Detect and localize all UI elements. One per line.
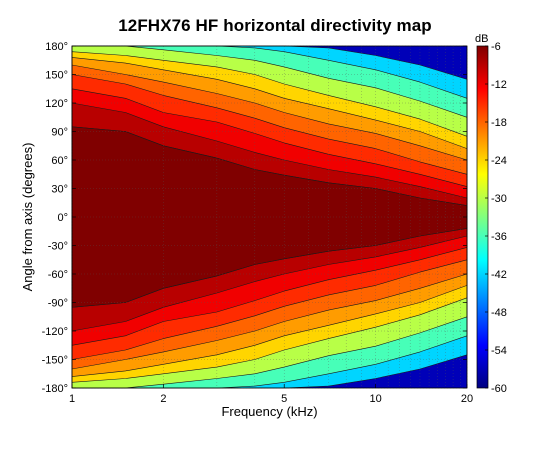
heatmap-area <box>71 45 468 389</box>
y-tick-label: -180° <box>42 383 68 395</box>
y-tick-label: 60° <box>51 155 68 167</box>
y-tick-label: -90° <box>48 298 68 310</box>
x-tick-label: 5 <box>281 393 287 405</box>
y-tick-label: 150° <box>45 70 68 82</box>
colorbar-tick-label: -54 <box>491 345 507 357</box>
y-tick-label: -120° <box>42 326 68 338</box>
colorbar-tick-label: -24 <box>491 155 507 167</box>
x-tick-label: 20 <box>461 393 473 405</box>
colorbar-tick-label: -60 <box>491 383 507 395</box>
colorbar-tick-label: -30 <box>491 193 507 205</box>
y-axis-label: Angle from axis (degrees) <box>20 143 35 292</box>
y-tick-label: -60° <box>48 269 68 281</box>
x-axis-label: Frequency (kHz) <box>221 404 317 419</box>
y-tick-label: 120° <box>45 98 68 110</box>
colorbar: dB-6 -12 -18 -24 -30 -36 -42 -48 -54 -60 <box>475 33 507 395</box>
x-tick-label: 2 <box>160 393 166 405</box>
chart-title: 12FHX76 HF horizontal directivity map <box>118 16 432 35</box>
y-tick-label: 30° <box>51 184 68 196</box>
colorbar-label: dB <box>475 33 488 45</box>
y-tick-label: -150° <box>42 355 68 367</box>
x-tick-label: 1 <box>69 393 75 405</box>
colorbar-tick-label: -42 <box>491 269 507 281</box>
colorbar-tick-label: -48 <box>491 307 507 319</box>
colorbar-tick-label: -18 <box>491 117 507 129</box>
colorbar-tick-label: -6 <box>491 41 501 53</box>
y-tick-label: 180° <box>45 41 68 53</box>
colorbar-gradient <box>476 45 489 389</box>
colorbar-tick-label: -12 <box>491 79 507 91</box>
y-tick-label: 0° <box>57 212 68 224</box>
y-tick-label: -30° <box>48 241 68 253</box>
colorbar-tick-label: -36 <box>491 231 507 243</box>
x-tick-label: 10 <box>369 393 381 405</box>
y-tick-label: 90° <box>51 127 68 139</box>
